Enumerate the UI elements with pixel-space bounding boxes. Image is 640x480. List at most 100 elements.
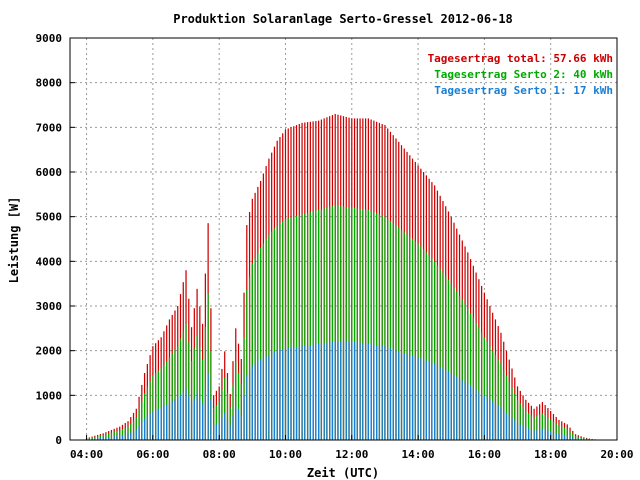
- bar-serto-2: [417, 243, 419, 440]
- bar-serto-1: [224, 412, 226, 440]
- bar-serto-2: [312, 211, 314, 440]
- bar-serto-2: [273, 228, 276, 440]
- x-tick-label: 20:00: [600, 448, 633, 461]
- bar-serto-2: [458, 295, 461, 440]
- bar-serto-1: [436, 365, 439, 440]
- bar-serto-1: [251, 366, 253, 440]
- bar-serto-1: [494, 403, 497, 440]
- bar-serto-1: [447, 371, 450, 440]
- bar-serto-2: [88, 438, 90, 440]
- bar-serto-2: [577, 436, 579, 440]
- bar-serto-1: [411, 355, 414, 440]
- bar-serto-2: [522, 407, 524, 440]
- bar-serto-2: [345, 206, 347, 440]
- bar-serto-1: [334, 341, 336, 440]
- bar-serto-1: [268, 355, 270, 440]
- bar-serto-2: [431, 258, 433, 440]
- bar-serto-1: [138, 426, 140, 440]
- bar-serto-2: [213, 408, 215, 440]
- bar-serto-2: [367, 209, 369, 440]
- bar-serto-2: [254, 258, 256, 440]
- bar-serto-1: [199, 398, 201, 440]
- series-bar-serto-1: [85, 341, 602, 440]
- bar-serto-1: [516, 423, 519, 440]
- bar-serto-1: [439, 367, 441, 440]
- bar-serto-2: [232, 384, 234, 440]
- bar-serto-1: [179, 394, 182, 440]
- bar-serto-1: [370, 344, 372, 440]
- bar-serto-2: [464, 304, 466, 440]
- x-tick-label: 14:00: [402, 448, 435, 461]
- bar-serto-1: [298, 346, 300, 440]
- bar-serto-2: [143, 393, 146, 440]
- bar-serto-1: [406, 354, 408, 440]
- bar-serto-2: [94, 436, 96, 440]
- x-tick-label: 16:00: [468, 448, 501, 461]
- bar-serto-1: [398, 351, 400, 440]
- bar-serto-1: [229, 425, 231, 440]
- y-tick-label: 6000: [36, 166, 63, 179]
- bar-serto-2: [304, 213, 306, 440]
- bar-serto-2: [442, 272, 444, 440]
- bar-serto-2: [102, 435, 104, 440]
- bar-serto-1: [417, 357, 419, 440]
- bar-serto-2: [284, 218, 287, 440]
- bar-serto-1: [450, 373, 452, 440]
- bar-serto-2: [539, 414, 541, 440]
- bar-serto-2: [519, 403, 521, 440]
- bar-serto-1: [378, 345, 381, 440]
- bar-serto-1: [323, 343, 325, 440]
- bar-serto-2: [395, 225, 397, 440]
- bar-serto-1: [188, 396, 190, 440]
- bar-serto-1: [458, 378, 461, 440]
- bar-serto-1: [422, 359, 425, 440]
- bar-serto-1: [389, 348, 392, 440]
- bar-serto-2: [356, 208, 358, 440]
- x-tick-label: 12:00: [335, 448, 368, 461]
- bar-serto-2: [478, 327, 480, 440]
- y-tick-label: 9000: [36, 32, 63, 45]
- bar-serto-1: [290, 347, 292, 440]
- series-bar-serto-2: [85, 205, 602, 440]
- bar-serto-1: [461, 380, 463, 440]
- x-axis-label: Zeit (UTC): [307, 466, 379, 480]
- bar-serto-1: [481, 394, 483, 440]
- bar-serto-2: [248, 276, 251, 440]
- bar-serto-1: [469, 386, 472, 440]
- bar-serto-1: [492, 402, 494, 440]
- bar-serto-1: [566, 435, 568, 440]
- bar-serto-1: [210, 399, 212, 440]
- bar-serto-2: [439, 268, 441, 440]
- bar-serto-1: [119, 435, 121, 440]
- bar-serto-2: [572, 433, 574, 440]
- bar-serto-1: [248, 370, 251, 440]
- bar-serto-2: [514, 393, 516, 440]
- bar-serto-1: [177, 397, 179, 440]
- bar-serto-2: [486, 341, 488, 440]
- bar-serto-2: [500, 364, 502, 440]
- bar-serto-2: [447, 279, 450, 440]
- x-tick-label: 06:00: [136, 448, 169, 461]
- bar-serto-2: [398, 227, 400, 440]
- bar-serto-2: [262, 243, 265, 440]
- bar-serto-1: [279, 349, 281, 440]
- bar-serto-1: [130, 432, 132, 440]
- bar-serto-2: [563, 427, 566, 440]
- chart-title: Produktion Solaranlage Serto-Gressel 201…: [173, 12, 513, 26]
- x-tick-label: 18:00: [534, 448, 567, 461]
- bar-serto-2: [331, 206, 334, 440]
- bar-serto-2: [199, 347, 201, 440]
- x-tick-label: 04:00: [70, 448, 103, 461]
- bar-serto-1: [489, 400, 491, 440]
- bar-serto-2: [224, 377, 226, 440]
- bar-serto-2: [550, 419, 552, 440]
- bar-serto-2: [246, 289, 248, 440]
- bar-serto-1: [171, 401, 173, 440]
- bar-serto-1: [155, 409, 157, 440]
- bar-serto-2: [135, 417, 137, 440]
- bar-serto-1: [312, 344, 314, 440]
- bar-serto-2: [201, 359, 204, 440]
- bar-serto-2: [237, 372, 240, 440]
- bar-serto-1: [110, 436, 113, 440]
- bar-serto-1: [213, 425, 215, 440]
